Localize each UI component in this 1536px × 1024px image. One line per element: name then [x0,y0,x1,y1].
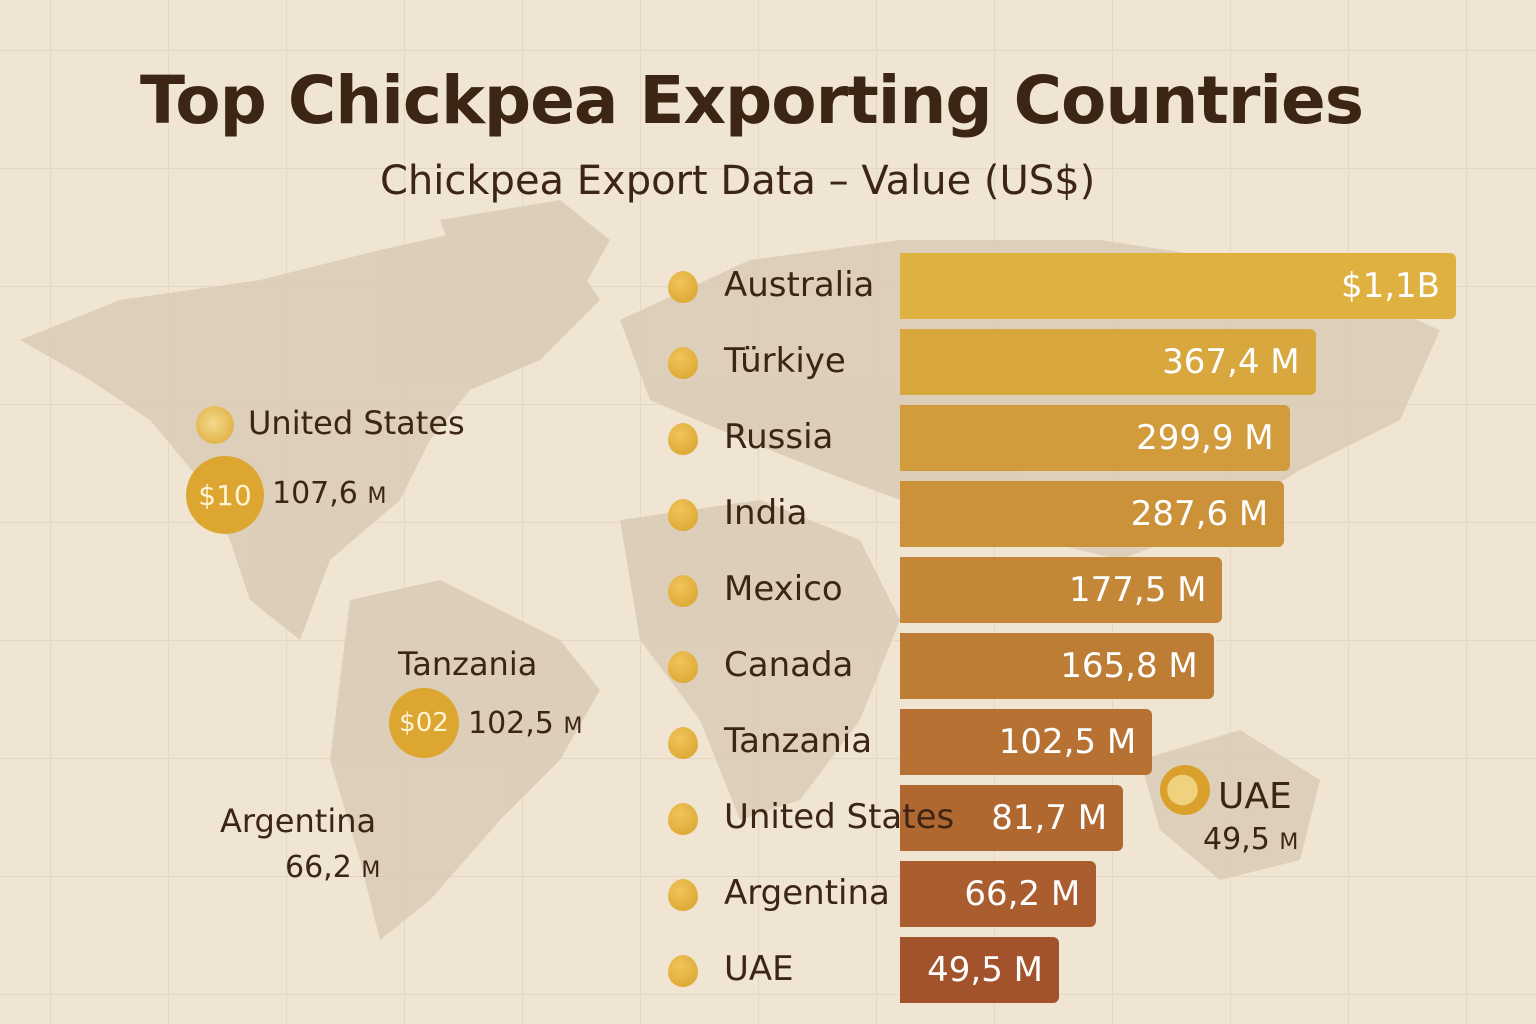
bar-row: 66,2 M Argentina [664,861,1484,927]
data-label: 177,5 M [1068,570,1207,610]
data-label: 49,5 M [927,950,1043,990]
unit-text: M [367,484,387,509]
chickpea-icon [668,499,698,531]
bar-row: 367,4 M Türkiye [664,329,1484,395]
unit-text: M [361,858,381,883]
value-text: 49,5 [1203,822,1270,857]
bar: 66,2 M [900,861,1097,927]
chickpea-icon [668,879,698,911]
north-america-shape [20,230,600,640]
data-label: 81,7 M [991,798,1108,838]
category-label: Argentina [724,873,890,913]
data-label: 287,6 M [1130,494,1269,534]
category-label: UAE [724,949,794,989]
data-label: $1,1B [1340,266,1440,306]
chickpea-icon [668,271,698,303]
bar-row: 177,5 M Mexico [664,557,1484,623]
bar: 287,6 M [900,481,1285,547]
bar-row: 81,7 M United States [664,785,1484,851]
bar-row: 287,6 M India [664,481,1484,547]
bar-row: 165,8 M Canada [664,633,1484,699]
value-text: 66,2 [285,850,352,885]
category-label: United States [724,797,955,837]
chickpea-icon [668,423,698,455]
data-label: 66,2 M [964,874,1081,914]
chart-title: Top Chickpea Exporting Countries [140,62,1364,139]
category-label: Australia [724,265,875,305]
data-label: 102,5 M [998,722,1137,762]
bar: 81,7 M [900,785,1124,851]
data-label: 299,9 M [1136,418,1274,458]
callout-uae-value: 49,5 M [1203,822,1298,857]
chickpea-icon [196,406,234,444]
chart-subtitle: Chickpea Export Data – Value (US$) [380,158,1096,204]
chickpea-icon [668,575,698,607]
chickpea-icon [668,803,698,835]
chickpea-icon [668,347,698,379]
category-label: Türkiye [724,341,846,381]
bar: 165,8 M [900,633,1214,699]
chickpea-icon [668,727,698,759]
chickpea-icon [668,651,698,683]
eurasia-shape [620,240,1440,560]
unit-text: M [1279,830,1299,855]
callout-tanzania-name: Tanzania [398,645,538,683]
callout-tanzania-badge: $02 [389,688,459,758]
chickpea-icon [1160,765,1210,815]
callout-argentina-value: 66,2 M [285,850,380,885]
bar-row: 299,9 M Russia [664,405,1484,471]
bar: 102,5 M [900,709,1153,775]
category-label: Mexico [724,569,843,609]
bar: 299,9 M [900,405,1290,471]
callout-tanzania-value: 102,5 M [468,706,582,741]
callout-argentina-name: Argentina [220,802,377,840]
value-text: 107,6 [272,476,358,511]
category-label: Canada [724,645,854,685]
callout-us-name: United States [248,404,465,442]
bar: 49,5 M [900,937,1059,1003]
chickpea-icon [668,955,698,987]
value-text: 102,5 [468,706,554,741]
bar-row: 102,5 M Tanzania [664,709,1484,775]
category-label: Tanzania [724,721,873,761]
callout-us-badge: $10 [186,456,264,534]
bar-row: 49,5 M UAE [664,937,1484,1003]
bar: 177,5 M [900,557,1223,623]
data-label: 367,4 M [1162,342,1300,382]
callout-uae-name: UAE [1218,776,1292,817]
greenland-shape [440,200,610,370]
bar: 367,4 M [900,329,1316,395]
category-label: India [724,493,808,533]
callout-us-value: 107,6 M [272,476,386,511]
bar: $1,1B [900,253,1456,319]
bar-row: $1,1B Australia [664,253,1484,319]
south-america-shape [330,580,600,940]
unit-text: M [563,714,583,739]
data-label: 165,8 M [1060,646,1198,686]
category-label: Russia [724,417,834,457]
